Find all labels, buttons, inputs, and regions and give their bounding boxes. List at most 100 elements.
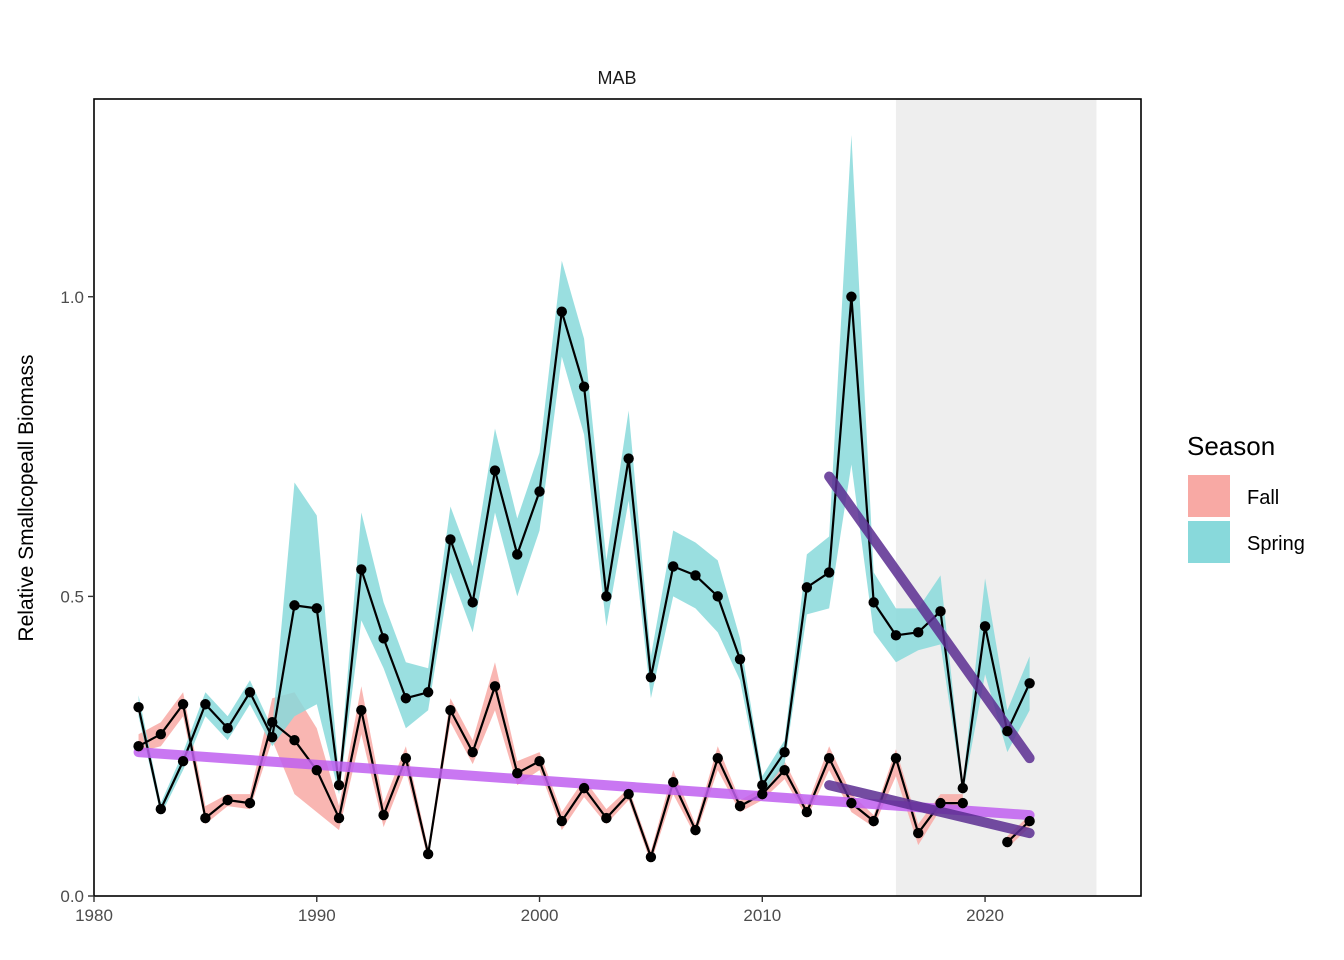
point-fall-1990	[311, 764, 322, 776]
point-spring-2001	[556, 306, 568, 317]
legend-label-spring: Spring	[1247, 533, 1305, 555]
point-spring-2012	[801, 582, 813, 593]
point-fall-2004	[623, 788, 634, 800]
point-fall-2006	[667, 776, 679, 788]
point-fall-2018	[935, 797, 946, 809]
point-fall-1995	[422, 848, 434, 860]
point-spring-2013	[823, 567, 835, 578]
point-spring-1984	[177, 755, 189, 767]
point-spring-2007	[690, 570, 701, 581]
legend-key-spring	[1188, 521, 1230, 563]
point-fall-1988	[267, 717, 278, 728]
point-spring-1985	[200, 699, 211, 710]
point-spring-2020	[979, 621, 991, 632]
point-spring-1998	[489, 465, 501, 476]
point-spring-2003	[601, 591, 612, 602]
point-fall-2012	[801, 806, 813, 818]
y-tick-label-0.5: 0.5	[60, 587, 84, 606]
point-fall-1999	[512, 767, 523, 779]
point-spring-1988	[267, 731, 278, 743]
point-spring-1991	[333, 779, 345, 791]
point-spring-2005	[645, 672, 657, 683]
point-fall-1997	[467, 746, 478, 758]
x-tick-label-1990: 1990	[298, 906, 336, 925]
point-spring-2008	[712, 591, 723, 602]
point-spring-1995	[422, 687, 434, 698]
point-fall-1993	[378, 809, 389, 821]
point-spring-1989	[289, 600, 300, 611]
legend-key-fall	[1188, 475, 1230, 517]
highlight-region-layer	[895, 99, 1097, 896]
point-fall-1982	[133, 740, 144, 752]
point-layer	[133, 291, 1035, 863]
trend-line-2	[824, 780, 1035, 839]
point-fall-2001	[556, 815, 568, 827]
plot-panel-border	[93, 98, 1142, 897]
facet-title: MAB	[597, 68, 636, 88]
point-spring-1987	[244, 687, 256, 698]
point-spring-2022	[1024, 678, 1035, 689]
point-fall-1991	[333, 812, 345, 824]
point-fall-2013	[823, 752, 835, 764]
point-fall-2016	[890, 752, 902, 764]
point-fall-2009	[734, 800, 746, 812]
highlight-region	[895, 99, 1097, 896]
point-spring-1994	[400, 693, 412, 704]
point-spring-2015	[868, 597, 879, 608]
point-spring-2000	[534, 486, 545, 497]
legend-title: Season	[1187, 431, 1275, 461]
point-fall-1994	[400, 752, 412, 764]
point-spring-2004	[623, 453, 634, 464]
point-spring-1996	[445, 534, 456, 545]
point-spring-1993	[378, 633, 389, 644]
point-fall-1989	[289, 734, 300, 746]
x-tick-label-2020: 2020	[966, 906, 1004, 925]
point-spring-1986	[222, 723, 233, 734]
point-fall-2021	[1002, 836, 1013, 848]
point-fall-2019	[957, 797, 968, 809]
point-fall-2011	[779, 764, 790, 776]
point-fall-1996	[445, 705, 456, 716]
point-spring-2009	[734, 654, 746, 665]
point-fall-2010	[757, 788, 768, 800]
point-spring-2011	[779, 746, 790, 758]
y-tick-label-1: 1.0	[60, 288, 84, 307]
point-fall-1984	[177, 699, 189, 710]
legend: Season Fall Spring	[1187, 431, 1305, 563]
point-spring-1992	[356, 564, 367, 575]
point-spring-2014	[846, 291, 857, 302]
point-fall-1983	[155, 729, 167, 740]
point-fall-2022	[1024, 815, 1035, 827]
y-axis-title: Relative Smallcopeall Biomass	[15, 354, 38, 641]
point-fall-2003	[601, 812, 612, 824]
point-fall-2000	[534, 755, 545, 767]
point-fall-1985	[200, 812, 211, 824]
trend-line-1	[824, 471, 1035, 764]
point-spring-2017	[913, 627, 924, 638]
point-spring-2021	[1002, 726, 1013, 737]
point-spring-1999	[512, 549, 523, 560]
point-spring-2010	[757, 779, 768, 791]
y-tick-label-0: 0.0	[60, 887, 84, 906]
point-spring-2019	[957, 782, 968, 794]
point-spring-2006	[667, 561, 679, 572]
point-spring-2016	[890, 630, 902, 641]
point-fall-2014	[846, 797, 857, 809]
point-fall-1998	[489, 681, 501, 692]
point-spring-1983	[155, 803, 167, 815]
point-spring-2002	[578, 381, 590, 392]
point-spring-1990	[311, 603, 322, 614]
axes-layer: 1980 1990 2000 2010 2020 0.0 0.5 1.0	[60, 288, 1004, 925]
point-fall-2002	[578, 782, 590, 794]
legend-label-fall: Fall	[1247, 487, 1279, 509]
point-spring-2018	[935, 606, 946, 617]
point-fall-2017	[913, 827, 924, 839]
point-spring-1982	[133, 702, 144, 713]
point-fall-1987	[244, 797, 256, 809]
point-fall-2007	[690, 824, 701, 836]
x-tick-label-2010: 2010	[743, 906, 781, 925]
x-tick-label-1980: 1980	[75, 906, 113, 925]
x-tick-label-2000: 2000	[521, 906, 559, 925]
point-fall-1986	[222, 794, 233, 806]
